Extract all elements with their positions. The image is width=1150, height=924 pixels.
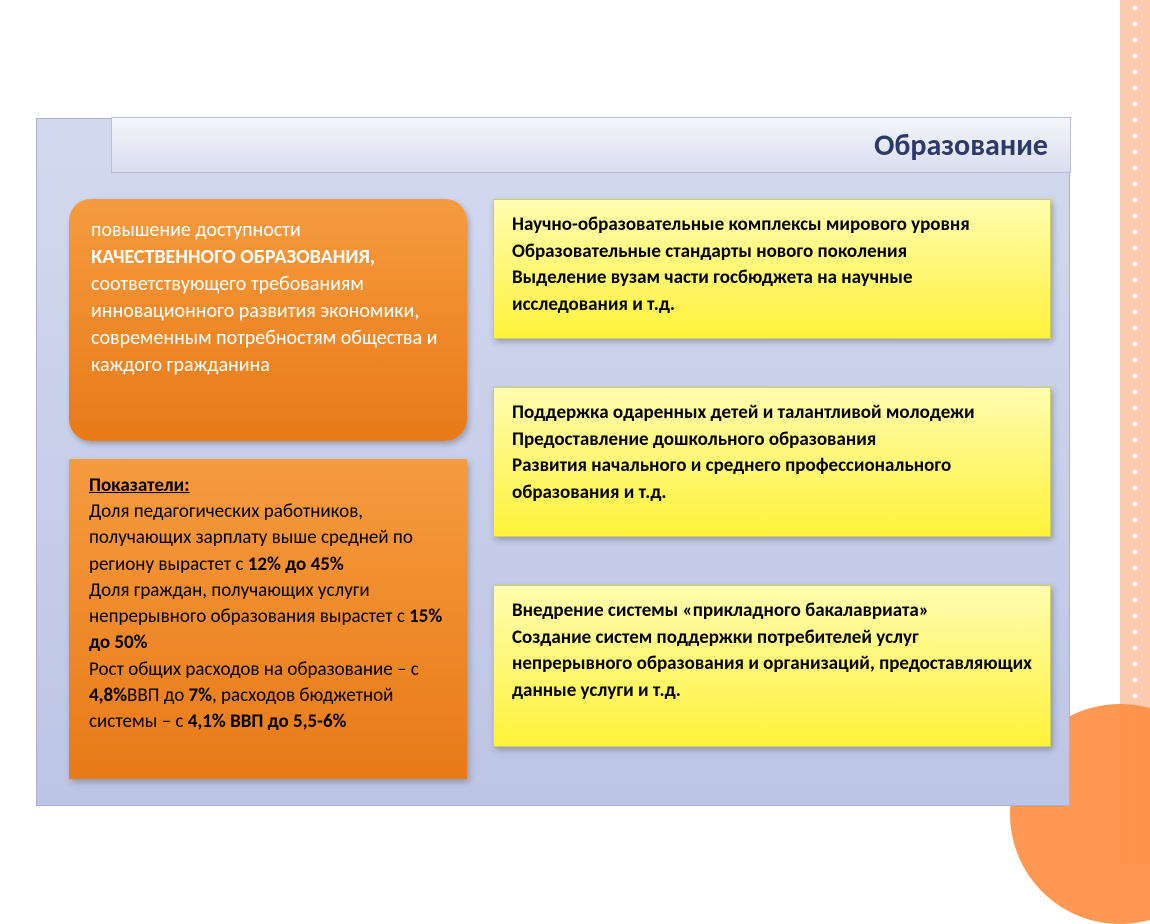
intro-box: повышение доступности КАЧЕСТВЕННОГО ОБРА…: [69, 199, 467, 441]
ind-l3c: ВВП до: [127, 684, 189, 707]
slide-title: Образование: [874, 127, 1048, 164]
indicators-heading: Показатели:: [89, 474, 190, 497]
ind-l3g: до 5,5-6%: [263, 710, 346, 733]
ind-l3f: 4,1% ВВП: [188, 710, 264, 733]
intro-pre: повышение доступности: [91, 218, 301, 242]
yellow-1-text: Научно-образовательные комплексы мировог…: [512, 213, 970, 316]
ind-l3b: 4,8%: [89, 684, 127, 707]
yellow-box-1: Научно-образовательные комплексы мировог…: [493, 199, 1051, 339]
intro-emphasis: КАЧЕСТВЕННОГО ОБРАЗОВАНИЯ,: [91, 245, 375, 269]
ind-l1b: 12% до 45%: [248, 553, 344, 576]
yellow-2-text: Поддержка одаренных детей и талантливой …: [512, 401, 975, 504]
yellow-box-2: Поддержка одаренных детей и талантливой …: [493, 387, 1051, 537]
title-bar: Образование: [111, 117, 1071, 173]
indicators-box: Показатели: Доля педагогических работник…: [69, 459, 467, 779]
intro-post: соответствующего требованиям инновационн…: [91, 272, 437, 377]
ind-l2a: Доля граждан, получающих услуги непрерыв…: [89, 579, 409, 628]
ind-l3a: Рост общих расходов на образование – с: [89, 658, 419, 681]
slide-panel: Образование повышение доступности КАЧЕСТ…: [36, 118, 1070, 806]
yellow-3-text: Внедрение системы «прикладного бакалаври…: [512, 599, 1032, 702]
ind-l3d: 7%: [189, 684, 212, 707]
yellow-box-3: Внедрение системы «прикладного бакалаври…: [493, 585, 1051, 747]
